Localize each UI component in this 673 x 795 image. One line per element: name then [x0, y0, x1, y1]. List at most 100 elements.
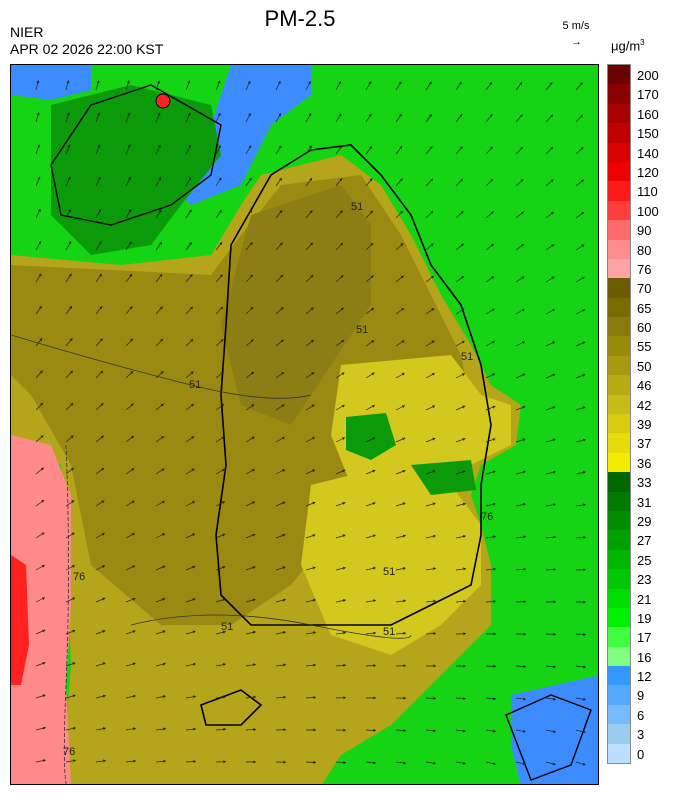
- wind-vector-head: [160, 338, 164, 342]
- colorbar-label: 140: [637, 145, 659, 161]
- wind-vector-head: [490, 243, 494, 247]
- wind-vector-head: [523, 567, 526, 571]
- wind-vector-head: [96, 80, 100, 84]
- wind-vector-head: [463, 599, 466, 603]
- wind-vector-head: [553, 568, 556, 572]
- wind-vector-head: [161, 468, 165, 472]
- wind-vector-head: [371, 405, 375, 408]
- wind-vector-head: [162, 630, 166, 634]
- wind-vector-head: [403, 696, 406, 700]
- colorbar-segment: [608, 646, 630, 667]
- wind-vector-head: [583, 633, 586, 637]
- colorbar-segment: [608, 181, 630, 202]
- wind-vector-head: [343, 696, 346, 700]
- wind-vector-head: [401, 340, 405, 344]
- wind-vector-head: [311, 372, 315, 376]
- wind-vector-head: [309, 210, 313, 214]
- wind-vector-head: [102, 630, 106, 633]
- region-yellow-light-southeast: [301, 465, 481, 655]
- colorbar-segment: [608, 607, 630, 628]
- wind-vector-head: [581, 309, 585, 312]
- colorbar-segment: [608, 414, 630, 434]
- wind-vector-head: [70, 370, 73, 374]
- wind-vector-head: [70, 403, 74, 406]
- wind-vector-head: [250, 307, 254, 310]
- wind-vector-head: [342, 566, 346, 570]
- wind-vector-head: [370, 243, 374, 246]
- wind-vector-head: [253, 695, 256, 699]
- wind-vector-head: [459, 146, 463, 150]
- wind-vector-head: [162, 662, 166, 666]
- wind-vector-head: [282, 566, 286, 570]
- wind-vector-head: [36, 112, 40, 116]
- wind-vector-head: [101, 468, 105, 471]
- wind-vector-head: [158, 177, 161, 181]
- wind-vector-head: [278, 145, 282, 149]
- wind-vector-head: [187, 112, 191, 116]
- wind-vector-head: [522, 405, 526, 409]
- wind-vector-head: [582, 341, 586, 345]
- wind-vector-head: [432, 437, 436, 441]
- wind-vector-head: [400, 275, 404, 279]
- wind-vector-head: [309, 177, 312, 181]
- wind-vector-head: [310, 339, 314, 343]
- wind-vector-head: [433, 696, 436, 700]
- wind-vector-head: [130, 371, 134, 374]
- wind-vector-head: [370, 275, 374, 279]
- wind-vector-head: [491, 341, 495, 344]
- wind-vector-head: [373, 664, 376, 668]
- wind-vector-head: [430, 275, 434, 279]
- colorbar-segment: [608, 627, 630, 648]
- wind-vector-head: [190, 371, 194, 375]
- colorbar-segment: [608, 317, 630, 337]
- wind-vector-head: [368, 81, 372, 85]
- wind-vector-head: [162, 565, 166, 569]
- wind-vector-head: [71, 500, 75, 504]
- wind-vector-head: [343, 728, 346, 732]
- wind-vector-head: [372, 469, 376, 473]
- wind-vector-head: [99, 338, 103, 342]
- colorbar-label: 33: [637, 475, 652, 491]
- wind-vector-head: [552, 438, 556, 442]
- wind-vector-head: [249, 242, 253, 246]
- wind-vector-head: [219, 242, 223, 246]
- colorbar-label: 80: [637, 242, 652, 258]
- wind-vector-head: [582, 438, 586, 442]
- wind-vector-head: [192, 662, 196, 666]
- wind-vector-head: [308, 145, 312, 149]
- wind-vector-head: [97, 177, 101, 180]
- korea-coastline: [215, 144, 492, 626]
- wind-vector-head: [371, 372, 375, 376]
- wind-vector-head: [372, 534, 376, 538]
- wind-vector-head: [36, 80, 40, 84]
- colorbar-segment: [608, 433, 630, 454]
- wind-vector-head: [72, 597, 76, 601]
- wind-vector-head: [551, 309, 555, 312]
- wind-vector-head: [221, 501, 225, 504]
- contour-76-west: [63, 444, 69, 784]
- colorbar-label: 170: [637, 87, 659, 103]
- wind-vector-head: [403, 631, 406, 635]
- wind-vector-head: [222, 630, 226, 634]
- wind-vector-head: [492, 470, 496, 474]
- wind-vector-head: [549, 114, 553, 118]
- wind-vector-head: [157, 145, 161, 148]
- wind-vector-head: [581, 244, 585, 248]
- wind-vector-head: [343, 663, 346, 667]
- colorbar-segment: [608, 569, 630, 589]
- wind-vector-head: [40, 435, 44, 439]
- wind-vector-head: [402, 502, 406, 506]
- wind-vector-head: [493, 697, 496, 701]
- wind-vector-head: [489, 114, 493, 118]
- wind-vector-head: [580, 179, 584, 183]
- wind-vector-head: [340, 307, 344, 311]
- wind-vector-head: [159, 306, 163, 310]
- pm25-map: 51 51 51 51 51 51 51 76 76 76: [10, 64, 599, 785]
- wind-vector-head: [311, 437, 315, 440]
- wind-vector-head: [189, 242, 193, 245]
- wind-vector-head: [161, 436, 165, 439]
- wind-vector-head: [100, 370, 104, 374]
- wind-vector-head: [489, 146, 493, 150]
- wind-vector-head: [41, 565, 45, 568]
- colorbar-segment: [608, 355, 630, 376]
